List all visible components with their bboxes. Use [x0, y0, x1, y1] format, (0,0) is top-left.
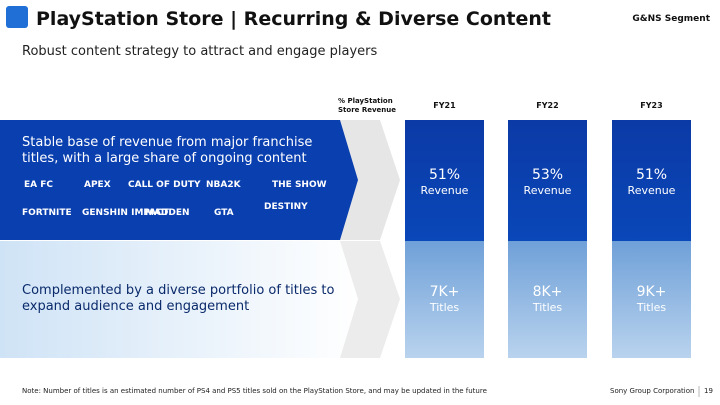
franchise-logo: THE SHOW	[272, 180, 327, 190]
title: PlayStation Store | Recurring & Diverse …	[36, 8, 552, 30]
franchise-logo: NBA2K	[206, 180, 241, 190]
franchise-logo: MADDEN	[145, 208, 190, 218]
cell-unit: Titles	[532, 301, 563, 314]
subtitle: Robust content strategy to attract and e…	[22, 44, 378, 59]
cell-value: 53%	[531, 167, 564, 183]
cell-unit: Revenue	[627, 184, 676, 197]
column-label: FY21	[433, 101, 456, 110]
bottom-band	[0, 241, 358, 358]
page-number: 19	[704, 387, 713, 395]
cell-unit: Titles	[429, 301, 460, 314]
row-label: Complemented by a diverse portfolio of t…	[22, 283, 335, 314]
cell-value: 51%	[635, 167, 668, 183]
segment: G&NS Segment	[632, 14, 710, 24]
cell-unit: Titles	[636, 301, 667, 314]
column-label: FY22	[536, 101, 559, 110]
franchise-logo: CALL OF DUTY	[128, 180, 201, 190]
grey-arrow	[340, 120, 400, 240]
franchise-logo: EA FC	[24, 180, 53, 190]
footnote: Note: Number of titles is an estimated n…	[22, 387, 487, 395]
cell-unit: Revenue	[420, 184, 469, 197]
franchise-logo: FORTNITE	[22, 208, 72, 218]
column-label: FY23	[640, 101, 663, 110]
cell-value: 8K+	[532, 284, 563, 300]
cell-unit: Revenue	[523, 184, 572, 197]
franchise-logo: GTA	[214, 208, 234, 218]
grey-arrow	[340, 241, 400, 358]
top-band	[0, 120, 358, 240]
cell-value: 9K+	[636, 284, 667, 300]
franchise-logo: GENSHIN IMPACT	[82, 208, 169, 218]
franchise-logo: APEX	[84, 180, 111, 190]
store-icon	[6, 6, 28, 28]
franchise-logo: DESTINY	[264, 202, 308, 212]
company: Sony Group Corporation	[610, 387, 695, 395]
cell-value: 7K+	[429, 284, 460, 300]
cell-value: 51%	[428, 167, 461, 183]
row-label: Stable base of revenue from major franch…	[22, 135, 313, 166]
column-header: % PlayStation Store Revenue	[338, 97, 396, 114]
